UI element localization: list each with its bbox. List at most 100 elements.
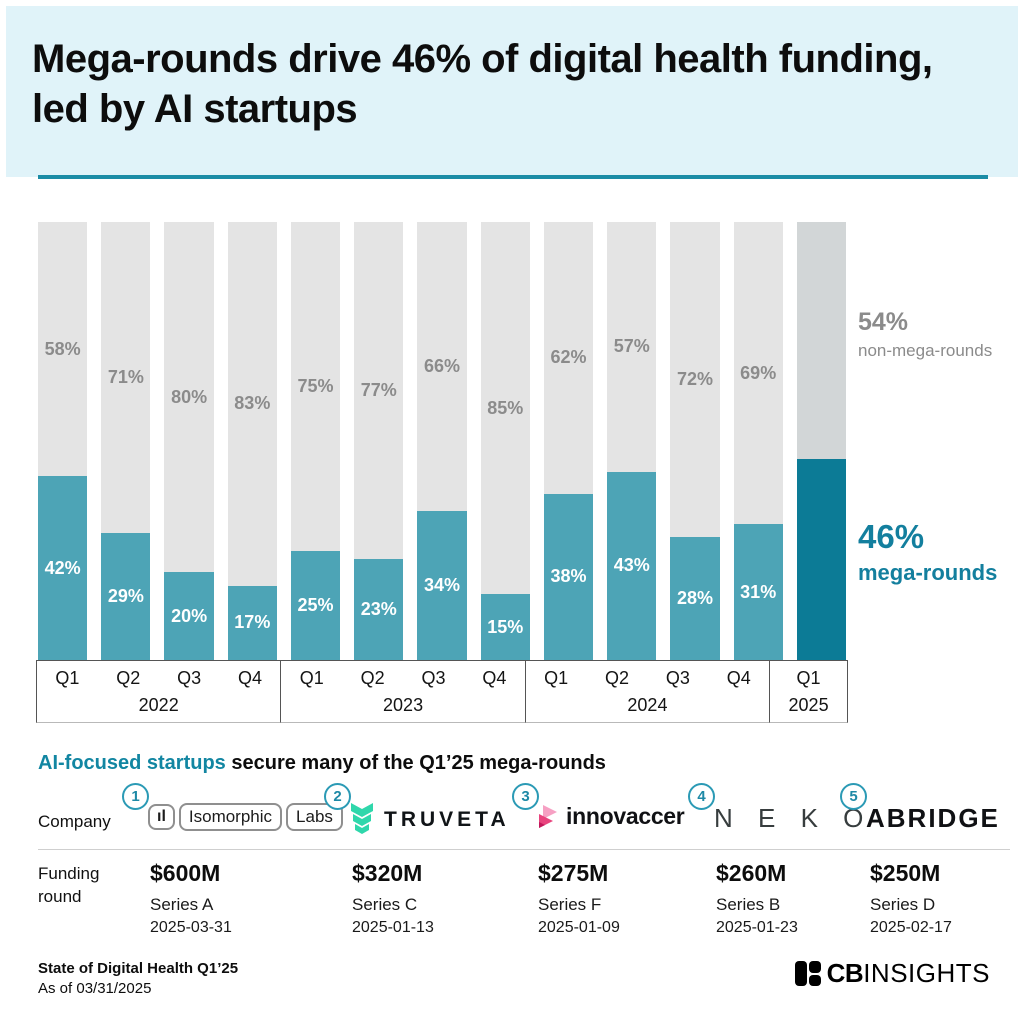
rank-badge-2: 2	[324, 783, 351, 810]
mega-segment: 34%	[417, 511, 467, 660]
mega-segment: 29%	[101, 532, 151, 660]
non-mega-value-label: 66%	[424, 356, 461, 377]
x-tick-label: Q3	[665, 668, 690, 688]
stacked-bar-q4-2023: 85% 15%	[480, 222, 530, 660]
header-banner	[6, 6, 1018, 177]
cbinsights-wordmark-bold: CB	[826, 958, 864, 988]
axis-group-2023: Q1 Q2 Q3 Q4 2023	[280, 661, 525, 723]
legend-non-mega-value: 54%	[858, 308, 909, 336]
stacked-bar-q4-2024: 69% 31%	[733, 222, 783, 660]
x-tick-label: Q1	[796, 668, 821, 688]
x-tick-label: Q3	[421, 668, 446, 688]
page-title: Mega-rounds drive 46% of digital health …	[32, 37, 933, 131]
axis-group-2025: Q1 2025	[769, 661, 848, 723]
rank-badge-5: 5	[840, 783, 867, 810]
non-mega-segment: 69%	[733, 222, 783, 525]
mega-segment: 20%	[164, 572, 214, 660]
non-mega-segment: 85%	[480, 222, 530, 595]
legend-non-mega-label: non-mega-rounds	[858, 341, 993, 360]
mega-segment: 25%	[290, 550, 341, 660]
x-tick-label: Q2	[360, 668, 385, 688]
isomorphic-word: Isomorphic	[178, 803, 283, 831]
non-mega-value-label: 58%	[44, 338, 81, 359]
mega-segment: 38%	[543, 493, 594, 660]
funding-innovaccer: $275M Series F 2025-01-09	[538, 860, 718, 937]
footer-source: State of Digital Health Q1’25 As of 03/3…	[38, 960, 238, 997]
innovaccer-logo: innovaccer	[538, 803, 703, 830]
non-mega-segment: 83%	[227, 222, 277, 586]
mega-value-label: 34%	[424, 575, 461, 596]
stacked-bar-q1-2025	[796, 222, 847, 660]
non-mega-segment: 77%	[354, 222, 404, 560]
non-mega-segment: 75%	[290, 222, 341, 551]
x-tick-label: Q2	[605, 668, 630, 688]
funding-series: Series B	[716, 895, 781, 914]
funding-abridge: $250M Series D 2025-02-17	[870, 860, 1024, 937]
mega-value-label: 20%	[171, 605, 208, 626]
mega-value-label: 42%	[44, 557, 81, 578]
x-tick-label: Q4	[237, 668, 262, 688]
funding-amount: $600M	[150, 860, 221, 886]
company-innovaccer: 3 innovaccer	[508, 783, 703, 845]
truveta-leaf-icon	[351, 803, 373, 834]
non-mega-value-label: 85%	[487, 397, 524, 418]
mega-value-label: 29%	[107, 585, 144, 606]
mega-segment: 42%	[38, 476, 88, 660]
non-mega-value-label: 83%	[234, 393, 271, 414]
x-tick-label: Q1	[299, 668, 324, 688]
funding-date: 2025-01-09	[538, 919, 620, 936]
mega-value-label: 23%	[360, 599, 397, 620]
mega-segment	[796, 458, 847, 660]
mega-value-label: 31%	[740, 581, 777, 602]
footer-report-title: State of Digital Health Q1’25	[38, 960, 239, 977]
stacked-bar-q1-2024: 62% 38%	[543, 222, 594, 660]
x-tick-label: Q2	[116, 668, 141, 688]
companies-heading-rest: secure many of the Q1’25 mega-rounds	[225, 752, 606, 774]
table-divider	[38, 849, 1010, 850]
abridge-wordmark: ABRIDGE	[866, 803, 1000, 833]
funding-date: 2025-02-17	[870, 919, 952, 936]
rank-badge-3: 3	[512, 783, 539, 810]
funding-series: Series D	[870, 895, 936, 914]
company-abridge: 5 ABRIDGE	[836, 783, 1024, 845]
stacked-bar-q1-2022: 58% 42%	[38, 222, 88, 660]
non-mega-value-label: 57%	[613, 336, 650, 357]
x-group-label: 2022	[138, 695, 179, 715]
footer-as-of-date: As of 03/31/2025	[38, 980, 152, 997]
title-divider	[38, 175, 988, 179]
x-axis: Q1 Q2 Q3 Q4 2022 Q1 Q2 Q3 Q4 2023 Q1 Q2 Q3 Q4 2024 Q1 20…	[36, 660, 848, 723]
non-mega-segment: 71%	[101, 222, 151, 533]
funding-series: Series C	[352, 895, 418, 914]
innovaccer-wordmark: innovaccer	[566, 803, 685, 829]
mega-value-label: 38%	[550, 566, 587, 587]
rank-badge-4: 4	[688, 783, 715, 810]
stacked-bar-q4-2022: 83% 17%	[227, 222, 277, 660]
truveta-wordmark: TRUVETA	[384, 808, 510, 831]
non-mega-segment: 80%	[164, 222, 214, 573]
non-mega-value-label: 75%	[297, 375, 334, 396]
mega-value-label: 17%	[234, 612, 271, 633]
funding-row-label: Funding round	[38, 864, 100, 906]
mega-rounds-chart: 58% 42% 71% 29% 80% 20% 83% 17% 75% 25% 77% 23% 66% 3…	[0, 222, 1024, 723]
x-tick-label: Q3	[177, 668, 202, 688]
cbinsights-wordmark-light: INSIGHTS	[863, 958, 990, 988]
non-mega-value-label: 62%	[550, 347, 587, 368]
x-group-label: 2025	[788, 695, 829, 715]
x-group-label: 2024	[627, 695, 668, 715]
stacked-bar-q1-2023: 75% 25%	[290, 222, 341, 660]
company-neko: 4 N E K O	[684, 783, 879, 845]
stacked-bars: 58% 42% 71% 29% 80% 20% 83% 17% 75% 25% 77% 23% 66% 3…	[38, 222, 847, 660]
funding-amount: $250M	[870, 860, 941, 886]
x-group-label: 2023	[383, 695, 424, 715]
funding-date: 2025-03-31	[150, 919, 232, 936]
non-mega-segment: 62%	[543, 222, 594, 494]
rank-badge-1: 1	[122, 783, 149, 810]
mega-value-label: 28%	[676, 588, 713, 609]
mega-value-label: 43%	[613, 555, 650, 576]
non-mega-value-label: 71%	[107, 366, 144, 387]
funding-truveta: $320M Series C 2025-01-13	[352, 860, 532, 937]
funding-amount: $260M	[716, 860, 787, 886]
mega-value-label: 25%	[297, 594, 334, 615]
stacked-bar-q3-2024: 72% 28%	[670, 222, 720, 660]
cbinsights-logo-icon	[794, 960, 822, 987]
